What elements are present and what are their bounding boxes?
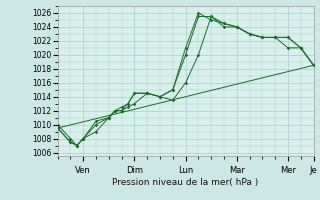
X-axis label: Pression niveau de la mer( hPa ): Pression niveau de la mer( hPa )	[112, 178, 259, 186]
